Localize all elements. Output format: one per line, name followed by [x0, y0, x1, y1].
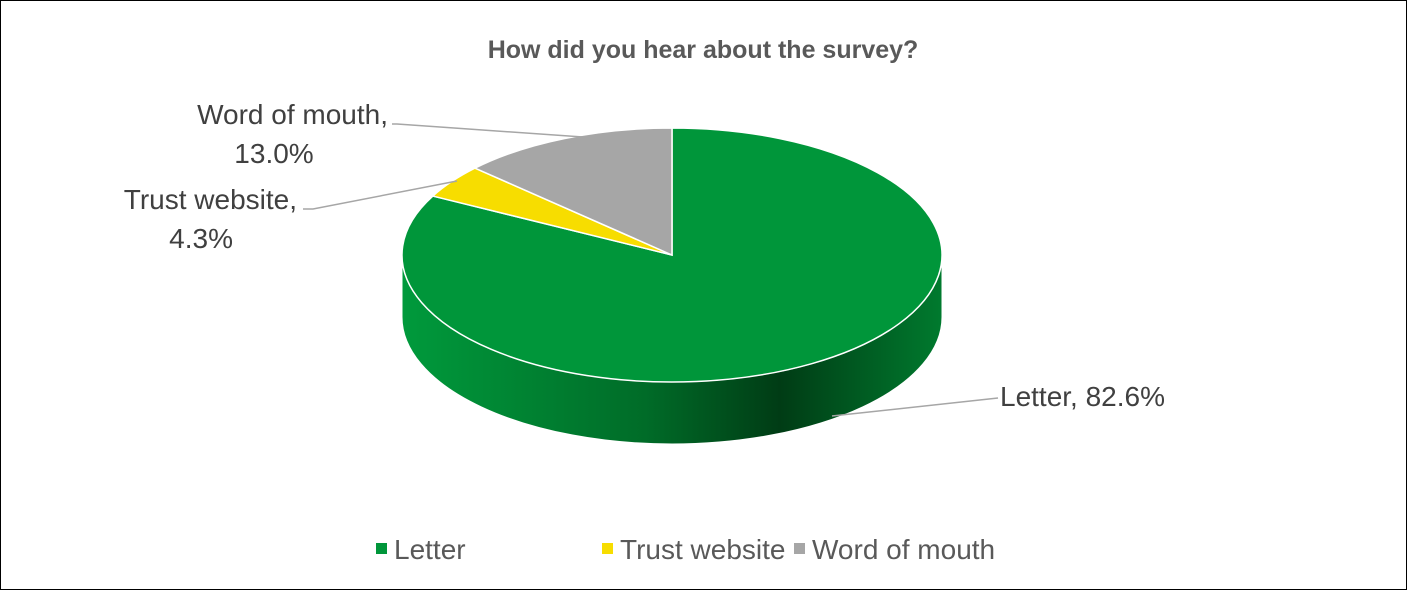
data-label-trust-website-value: 4.3% [169, 223, 233, 254]
chart-title: How did you hear about the survey? [488, 36, 919, 64]
legend-swatch-word-of-mouth [794, 543, 805, 554]
leader-line-trust-website [303, 180, 458, 210]
pie-slices [401, 127, 943, 383]
leader-line-word-of-mouth [392, 123, 584, 138]
leader-lines [303, 123, 999, 417]
legend-label-word-of-mouth: Word of mouth [812, 534, 995, 565]
legend-label-letter: Letter [394, 534, 466, 565]
legend: Letter Trust website Word of mouth [376, 534, 995, 565]
leader-line-letter [831, 397, 999, 417]
data-label-letter: Letter, 82.6% [1000, 381, 1165, 412]
data-labels: Letter, 82.6% Trust website, 4.3% Word of m… [124, 99, 1165, 412]
legend-label-trust-website: Trust website [620, 534, 785, 565]
data-label-word-of-mouth-category: Word of mouth, [197, 99, 388, 130]
data-label-trust-website-category: Trust website, [124, 184, 297, 215]
data-label-word-of-mouth-value: 13.0% [234, 138, 313, 169]
pie-slice-word-of-mouth [473, 127, 673, 257]
legend-swatch-letter [376, 543, 387, 554]
legend-swatch-trust-website [602, 543, 613, 554]
